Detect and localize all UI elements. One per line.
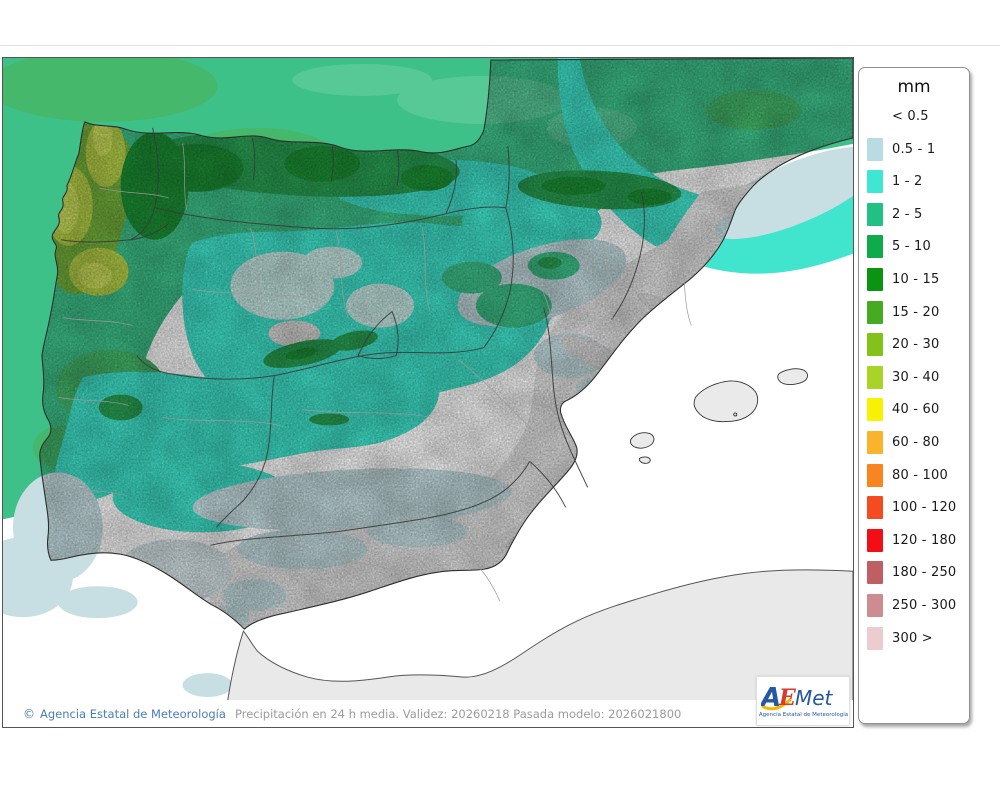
legend-swatch (867, 365, 883, 389)
legend-row: 80 - 100 (867, 463, 969, 487)
legend-label: 100 - 120 (892, 500, 957, 516)
aemet-logo: A E Met Agencia Estatal de Meteorología (756, 676, 850, 726)
legend-rows: < 0.5 0.5 - 1 1 - 2 2 - 5 5 - 10 10 - 15 15 - … (859, 105, 969, 650)
top-divider (0, 45, 1000, 46)
legend-row: < 0.5 (867, 105, 969, 128)
precipitation-map: © Agencia Estatal de Meteorología Precip… (2, 57, 854, 728)
copyright-attribution: © Agencia Estatal de Meteorología (23, 700, 226, 727)
legend-label: < 0.5 (892, 109, 929, 124)
legend-row: 10 - 15 (867, 267, 969, 291)
legend-label: 5 - 10 (892, 239, 931, 255)
legend-label: 0.5 - 1 (892, 141, 936, 157)
aemet-logo-subtitle: Agencia Estatal de Meteorología (758, 711, 848, 718)
legend-swatch (867, 202, 883, 226)
legend-label: 40 - 60 (892, 402, 940, 418)
legend-swatch (867, 398, 883, 422)
legend-label: 1 - 2 (892, 174, 923, 190)
legend-row: 2 - 5 (867, 202, 969, 226)
legend-row: 300 > (867, 626, 969, 650)
legend-swatch (867, 463, 883, 487)
legend-swatch (867, 593, 883, 617)
africa-landmass (223, 569, 853, 727)
legend-label: 15 - 20 (892, 304, 940, 320)
legend-row: 1 - 2 (867, 170, 969, 194)
logo-letters-met: Met (795, 686, 834, 710)
legend-swatch (867, 137, 883, 161)
legend-swatch (867, 267, 883, 291)
legend-label: 80 - 100 (892, 467, 948, 483)
logo-letter-e: E (778, 685, 797, 711)
legend-swatch (867, 235, 883, 259)
legend-swatch (867, 333, 883, 357)
legend-row: 40 - 60 (867, 398, 969, 422)
legend-label: 10 - 15 (892, 271, 940, 287)
legend-label: 30 - 40 (892, 369, 940, 385)
legend-row: 5 - 10 (867, 235, 969, 259)
legend-label: 2 - 5 (892, 206, 923, 222)
legend-row: 15 - 20 (867, 300, 969, 324)
balearic-islands (630, 368, 808, 464)
legend-row: 30 - 40 (867, 365, 969, 389)
map-caption: Precipitación en 24 h media. Validez: 20… (235, 706, 682, 721)
legend-swatch (867, 561, 883, 585)
legend-swatch (867, 528, 883, 552)
legend-label: 20 - 30 (892, 337, 940, 353)
legend-row: 100 - 120 (867, 496, 969, 520)
copyright-icon: © (23, 706, 35, 721)
legend-swatch (867, 300, 883, 324)
legend-swatch (867, 626, 883, 650)
legend-row: 20 - 30 (867, 333, 969, 357)
iberia-precipitation-svg (3, 58, 853, 727)
legend-swatch (867, 430, 883, 454)
legend-row: 180 - 250 (867, 561, 969, 585)
agency-name: Agencia Estatal de Meteorología (40, 706, 226, 721)
legend-row: 250 - 300 (867, 593, 969, 617)
province-borders (54, 143, 692, 602)
logo-letter-a: A (761, 684, 781, 712)
logo-swoosh (761, 697, 793, 711)
aemet-logo-wordmark: A E Met (761, 684, 834, 712)
iberia-coastline (39, 58, 853, 630)
legend-row: 120 - 180 (867, 528, 969, 552)
region-borders (60, 127, 645, 546)
legend-label: 180 - 250 (892, 565, 957, 581)
legend-label: 300 > (892, 630, 933, 646)
legend-swatch-empty (867, 105, 883, 128)
legend-label: 250 - 300 (892, 597, 957, 613)
legend-swatch (867, 496, 883, 520)
legend-row: 0.5 - 1 (867, 137, 969, 161)
attribution-strip: © Agencia Estatal de Meteorología Precip… (3, 700, 853, 727)
legend-label: 60 - 80 (892, 434, 940, 450)
legend-row: 60 - 80 (867, 430, 969, 454)
legend-title: mm (897, 77, 931, 97)
legend-panel: mm < 0.5 0.5 - 1 1 - 2 2 - 5 5 - 10 10 - 15 15… (858, 67, 970, 724)
legend-label: 120 - 180 (892, 532, 957, 548)
legend-swatch (867, 170, 883, 194)
